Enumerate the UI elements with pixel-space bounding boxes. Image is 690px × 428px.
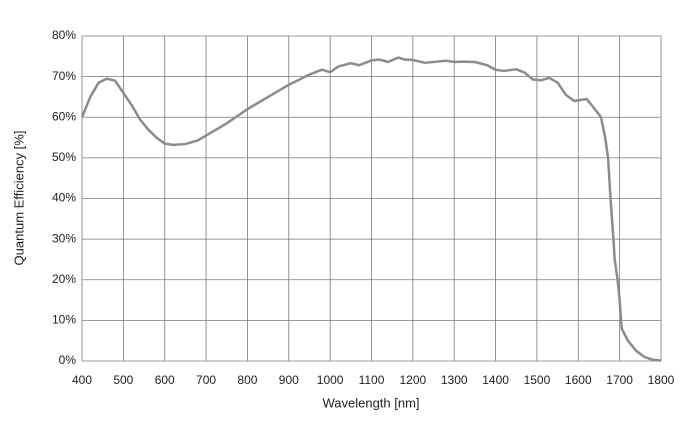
y-tick-label: 10% xyxy=(52,313,76,327)
x-tick-label: 1800 xyxy=(648,373,675,387)
x-tick-label: 800 xyxy=(237,373,257,387)
x-tick-label: 1400 xyxy=(482,373,509,387)
y-tick-label: 60% xyxy=(52,109,76,123)
x-tick-label: 1600 xyxy=(565,373,592,387)
y-tick-label: 30% xyxy=(52,231,76,245)
x-tick-label: 1100 xyxy=(359,373,385,387)
y-tick-label: 70% xyxy=(52,69,76,83)
y-tick-label: 20% xyxy=(52,272,76,286)
y-tick-label: 0% xyxy=(59,353,77,367)
x-tick-label: 1500 xyxy=(524,373,551,387)
y-tick-label: 40% xyxy=(52,191,76,205)
x-axis-label: Wavelength [nm] xyxy=(322,395,419,410)
x-tick-label: 400 xyxy=(72,373,92,387)
x-tick-label: 700 xyxy=(196,373,216,387)
x-tick-label: 1000 xyxy=(317,373,344,387)
x-tick-label: 600 xyxy=(155,373,175,387)
data-line xyxy=(80,56,662,362)
x-tick-label: 500 xyxy=(113,373,133,387)
x-tick-label: 1200 xyxy=(400,373,427,387)
x-tick-label: 1300 xyxy=(441,373,468,387)
y-axis-label: Quantum Efficiency [%] xyxy=(11,131,26,266)
y-tick-label: 80% xyxy=(52,28,76,42)
x-tick-label: 900 xyxy=(279,373,299,387)
y-tick-label: 50% xyxy=(52,150,76,164)
x-tick-label: 1700 xyxy=(606,373,633,387)
